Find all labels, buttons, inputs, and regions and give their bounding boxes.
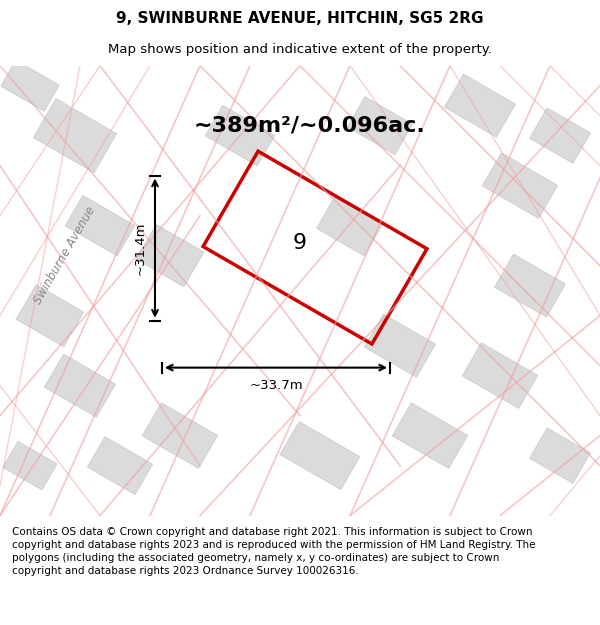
Polygon shape	[16, 284, 84, 347]
Text: ~33.7m: ~33.7m	[249, 379, 303, 392]
Text: Contains OS data © Crown copyright and database right 2021. This information is : Contains OS data © Crown copyright and d…	[12, 526, 536, 576]
Text: Swinburne Avenue: Swinburne Avenue	[32, 204, 98, 307]
Polygon shape	[34, 99, 116, 172]
Polygon shape	[445, 74, 515, 137]
Text: 9, SWINBURNE AVENUE, HITCHIN, SG5 2RG: 9, SWINBURNE AVENUE, HITCHIN, SG5 2RG	[116, 11, 484, 26]
Polygon shape	[317, 196, 383, 256]
Polygon shape	[88, 437, 152, 494]
Polygon shape	[136, 224, 204, 287]
Polygon shape	[463, 343, 538, 408]
Polygon shape	[347, 97, 413, 154]
Polygon shape	[482, 153, 557, 218]
Polygon shape	[44, 354, 115, 417]
Polygon shape	[280, 422, 360, 489]
Text: Map shows position and indicative extent of the property.: Map shows position and indicative extent…	[108, 42, 492, 56]
Polygon shape	[65, 196, 135, 256]
Polygon shape	[494, 254, 565, 317]
Polygon shape	[530, 108, 590, 163]
Text: 9: 9	[293, 232, 307, 253]
Polygon shape	[530, 428, 590, 483]
Polygon shape	[3, 441, 57, 490]
Polygon shape	[205, 106, 275, 166]
Polygon shape	[142, 403, 218, 468]
Text: ~31.4m: ~31.4m	[133, 221, 146, 275]
Polygon shape	[1, 60, 59, 111]
Text: ~389m²/~0.096ac.: ~389m²/~0.096ac.	[194, 116, 426, 136]
Polygon shape	[392, 403, 467, 468]
Polygon shape	[365, 314, 436, 377]
